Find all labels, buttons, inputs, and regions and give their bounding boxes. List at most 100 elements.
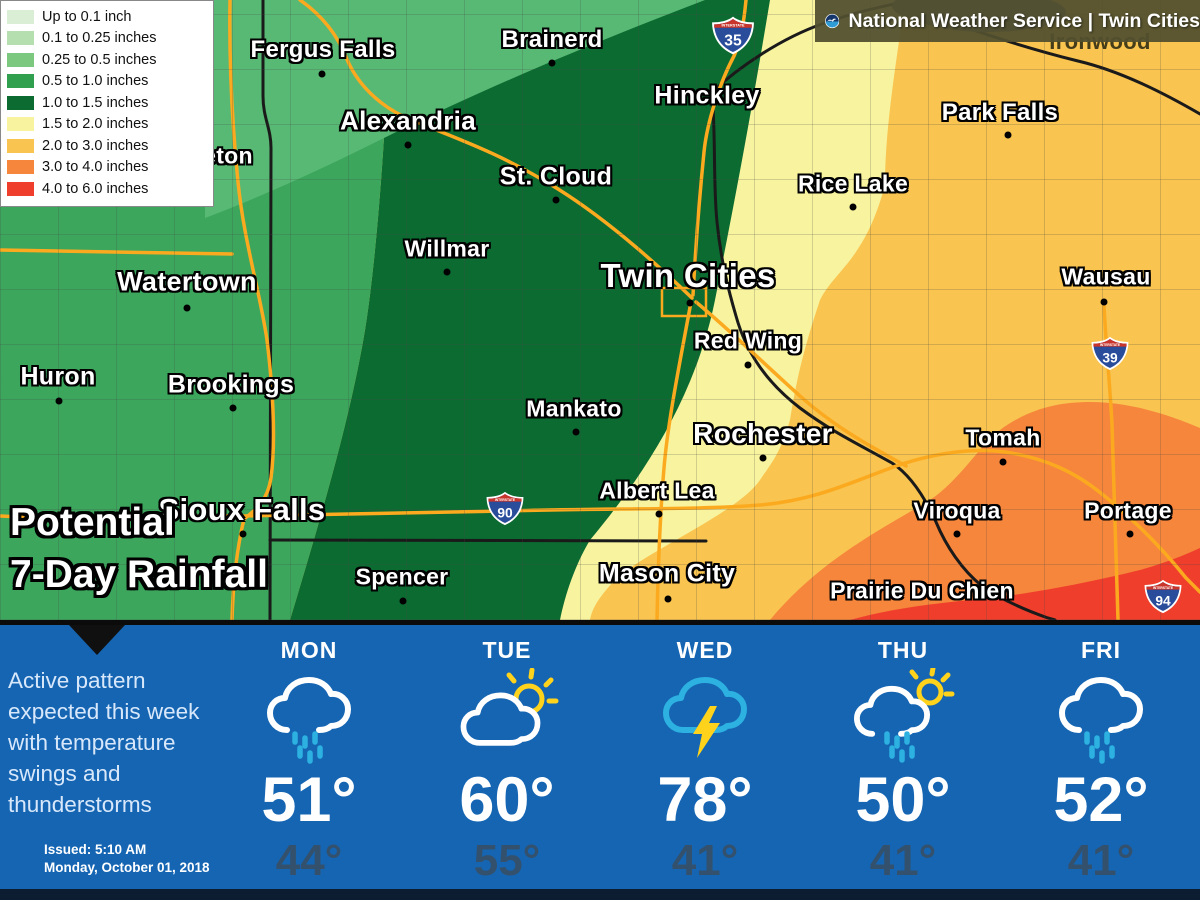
legend-item: 0.25 to 0.5 inches [7, 49, 203, 71]
legend-swatch [7, 74, 34, 89]
city-label: Spencer [355, 563, 449, 590]
day-label: FRI [1080, 637, 1122, 663]
noaa-logo-icon [825, 13, 840, 29]
legend-label: Up to 0.1 inch [42, 8, 132, 25]
legend-label: 0.25 to 0.5 inches [42, 51, 157, 68]
low-temp: 55° [473, 836, 541, 885]
city-dot [572, 428, 580, 436]
day-label: MON [280, 637, 338, 663]
issued-timestamp: Issued: 5:10 AM Monday, October 01, 2018 [44, 841, 210, 877]
thunderstorm-icon [650, 668, 760, 768]
high-temp: 52° [1053, 765, 1149, 835]
legend-swatch [7, 181, 34, 196]
day-label: TUE [482, 637, 532, 663]
rainfall-legend: Up to 0.1 inch 0.1 to 0.25 inches 0.25 to … [0, 0, 214, 207]
high-temp: 51° [261, 765, 357, 835]
map-title: Potential 7-Day Rainfall [10, 497, 268, 601]
legend-swatch [7, 138, 34, 153]
city-dot [552, 196, 560, 204]
city-dot [318, 70, 326, 78]
city-dot [744, 361, 752, 369]
city-dot [759, 454, 767, 462]
map-title-line2: 7-Day Rainfall [10, 553, 268, 596]
city-label: Portage [1084, 497, 1172, 524]
city-label: Brookings [167, 370, 295, 399]
city-dot [239, 530, 247, 538]
interstate-shield-90: INTERSTATE 90 [485, 491, 526, 531]
city-dot [1126, 530, 1134, 538]
legend-swatch [7, 9, 34, 24]
interstate-shield-94: INTERSTATE 94 [1143, 579, 1184, 619]
rainfall-map: Fergus Falls Brainerd Hinckley Alexandria Pa… [0, 0, 1200, 620]
legend-item: 0.5 to 1.0 inches [7, 71, 203, 93]
city-label: Wausau [1061, 263, 1151, 290]
high-temp: 60° [459, 765, 555, 835]
legend-swatch [7, 31, 34, 46]
city-label: Mankato [526, 395, 622, 422]
city-label: St. Cloud [499, 162, 613, 191]
sun-showers-icon [848, 665, 958, 768]
legend-swatch [7, 117, 34, 132]
high-temp: 78° [657, 765, 753, 835]
city-label: Rochester [693, 418, 833, 449]
city-dot [999, 458, 1007, 466]
city-label: Watertown [117, 266, 257, 297]
city-label: Prairie Du Chien [830, 577, 1014, 604]
day-column-tue: TUE 60° 55° [408, 625, 606, 893]
legend-item: 4.0 to 6.0 inches [7, 178, 203, 200]
city-label: Sioux Falls [158, 492, 326, 527]
bottom-strip [0, 889, 1200, 900]
interstate-shield-39: INTERSTATE 39 [1090, 336, 1131, 376]
city-label: Hinckley [654, 81, 760, 110]
svg-text:35: 35 [724, 32, 742, 49]
forecast-summary: Active pattern expected this week with t… [8, 668, 200, 817]
city-label: Huron [20, 362, 96, 391]
forecast-panel: Active pattern expected this week with t… [0, 620, 1200, 900]
pointer-triangle-icon [69, 625, 125, 655]
svg-text:INTERSTATE: INTERSTATE [495, 498, 516, 502]
city-label: Willmar [404, 235, 490, 262]
high-temp: 50° [855, 765, 951, 835]
low-temp: 41° [1067, 836, 1135, 885]
legend-swatch [7, 95, 34, 110]
partly-cloudy-icon [452, 667, 562, 768]
low-temp: 44° [275, 836, 343, 885]
city-dot [55, 397, 63, 405]
nws-banner: National Weather Service | Twin Cities [815, 0, 1200, 42]
issued-time: Issued: 5:10 AM [44, 842, 147, 857]
map-title-line1: Potential [10, 501, 175, 544]
legend-swatch [7, 52, 34, 67]
city-dot [849, 203, 857, 211]
city-dot [443, 268, 451, 276]
legend-item: 0.1 to 0.25 inches [7, 28, 203, 50]
svg-text:INTERSTATE: INTERSTATE [722, 24, 745, 28]
svg-text:39: 39 [1102, 349, 1118, 365]
city-dot [548, 59, 556, 67]
low-temp: 41° [869, 836, 937, 885]
city-label: Twin Cities [600, 257, 776, 294]
legend-item: Up to 0.1 inch [7, 6, 203, 28]
legend-label: 1.0 to 1.5 inches [42, 94, 149, 111]
city-label: Park Falls [941, 99, 1059, 126]
city-label: Tomah [965, 424, 1041, 451]
day-column-mon: MON 51° 44° [210, 625, 408, 893]
rain-icon [254, 668, 364, 768]
city-label: Red Wing [693, 327, 803, 354]
legend-item: 1.5 to 2.0 inches [7, 114, 203, 136]
city-dot [686, 299, 694, 307]
city-label: Mason City [598, 559, 736, 588]
rain-icon [1046, 668, 1156, 768]
svg-text:INTERSTATE: INTERSTATE [1153, 586, 1174, 590]
city-dot [404, 141, 412, 149]
legend-label: 3.0 to 4.0 inches [42, 159, 149, 176]
day-column-thu: THU 50° 41° [804, 625, 1002, 893]
legend-label: 0.1 to 0.25 inches [42, 30, 157, 47]
day-column-wed: WED 78° 41° [606, 625, 804, 893]
legend-item: 2.0 to 3.0 inches [7, 135, 203, 157]
map-regions-roads [0, 0, 1200, 620]
legend-swatch [7, 160, 34, 175]
legend-label: 4.0 to 6.0 inches [42, 180, 149, 197]
city-label: Albert Lea [599, 477, 715, 504]
city-dot [953, 530, 961, 538]
